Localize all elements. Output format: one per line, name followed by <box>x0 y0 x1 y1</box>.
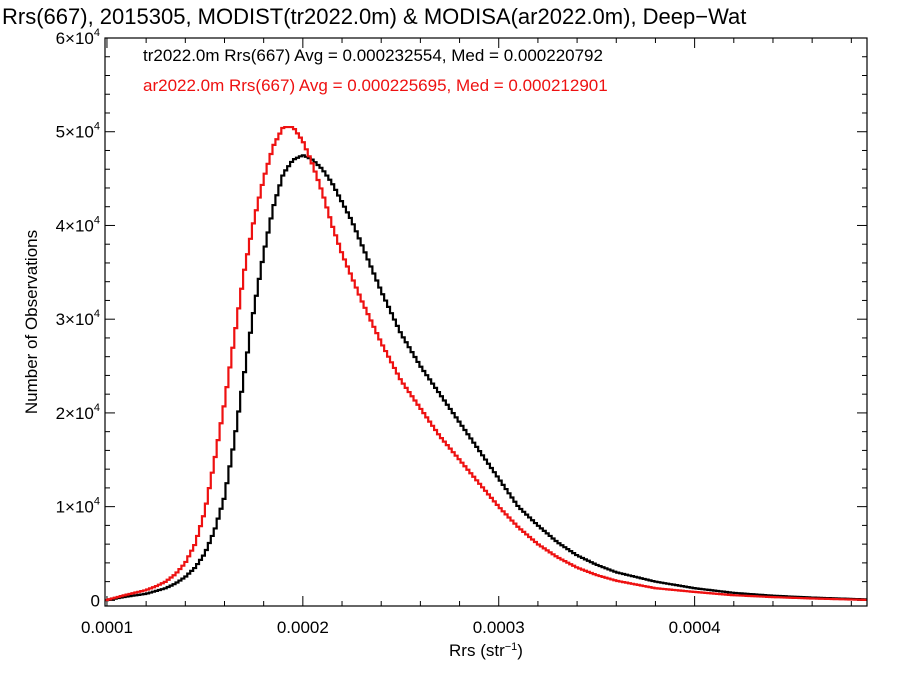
series-line-ar2022-0m <box>105 125 868 602</box>
y-tick-label: 1×104 <box>56 496 100 517</box>
x-axis-label: Rrs (str−1) <box>449 641 523 660</box>
y-tick-label: 2×104 <box>56 402 100 423</box>
y-tick-label: 0 <box>91 591 100 610</box>
legend-entry-ar: ar2022.0m Rrs(667) Avg = 0.000225695, Me… <box>143 76 608 95</box>
y-tick-label: 4×104 <box>56 214 100 235</box>
y-tick-labels: 0 1×104 2×104 3×104 4×104 5×104 6×104 <box>56 27 100 610</box>
plot-frame <box>104 37 868 607</box>
chart-title: Rrs(667), 2015305, MODIST(tr2022.0m) & M… <box>2 4 746 29</box>
x-tick-label: 0.0003 <box>473 618 525 637</box>
x-tick-label: 0.0004 <box>669 618 721 637</box>
y-tick-label: 6×104 <box>56 27 100 48</box>
legend-entry-tr: tr2022.0m Rrs(667) Avg = 0.000232554, Me… <box>143 46 603 65</box>
x-tick-labels: 0.0001 0.0002 0.0003 0.0004 <box>81 618 721 637</box>
y-tick-label: 5×104 <box>56 121 100 142</box>
x-tick-label: 0.0001 <box>81 618 133 637</box>
series-line-tr2022-0m <box>105 154 868 602</box>
y-tick-label: 3×104 <box>56 308 100 329</box>
x-tick-label: 0.0002 <box>277 618 329 637</box>
series-layer <box>105 125 868 602</box>
y-axis-label: Number of Observations <box>22 230 41 414</box>
